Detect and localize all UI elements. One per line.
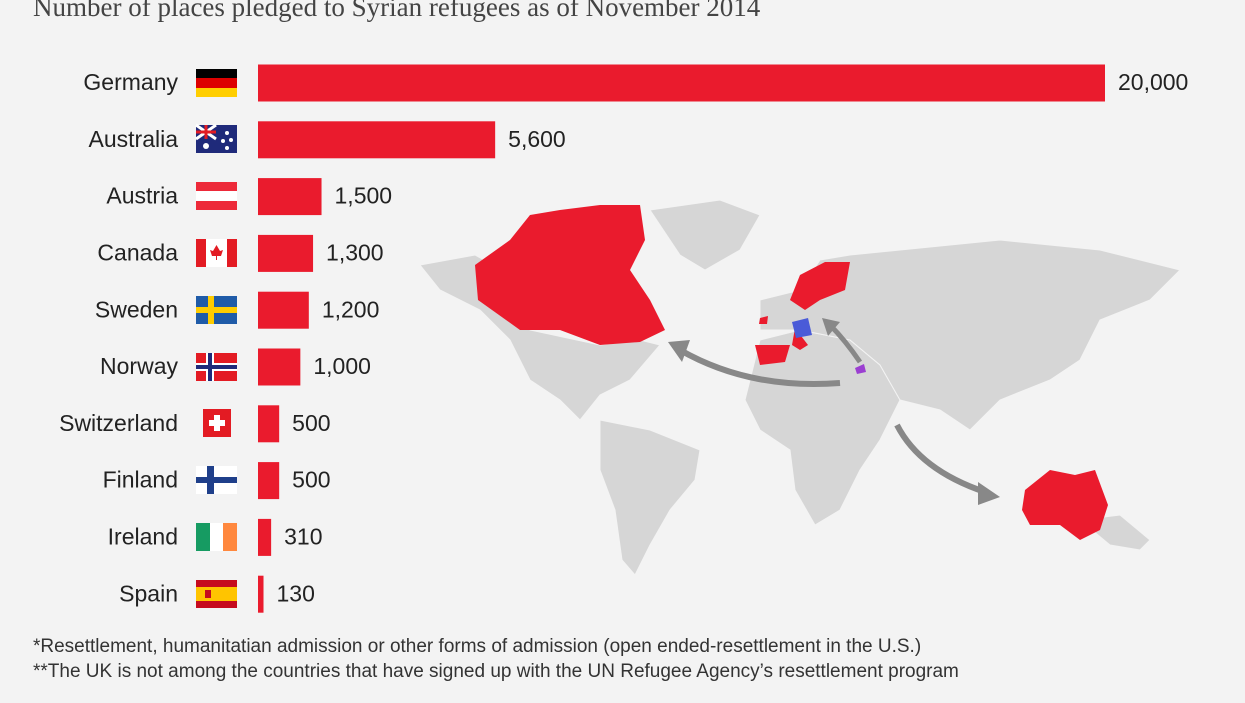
value-label: 5,600 bbox=[508, 126, 566, 152]
value-label: 310 bbox=[284, 523, 322, 549]
value-label: 1,000 bbox=[313, 353, 371, 379]
value-label: 20,000 bbox=[1118, 69, 1188, 95]
bar bbox=[258, 462, 280, 500]
bar bbox=[258, 575, 264, 613]
value-label: 500 bbox=[292, 410, 330, 436]
bar bbox=[258, 234, 314, 272]
category-label: Ireland bbox=[108, 523, 178, 549]
flags bbox=[195, 69, 237, 608]
category-label: Germany bbox=[83, 69, 178, 95]
footnote: *Resettlement, humanitatian admission or… bbox=[33, 636, 921, 657]
category-label: Canada bbox=[97, 239, 178, 265]
category-label: Finland bbox=[103, 467, 178, 493]
bar bbox=[258, 405, 280, 443]
footnote: **The UK is not among the countries that… bbox=[33, 661, 959, 682]
category-label: Norway bbox=[100, 353, 178, 379]
chart-title: Number of places pledged to Syrian refug… bbox=[33, 0, 761, 22]
bar bbox=[258, 121, 496, 159]
bar bbox=[258, 518, 272, 556]
category-label: Switzerland bbox=[59, 410, 178, 436]
category-label: Austria bbox=[106, 183, 178, 209]
category-label: Spain bbox=[119, 580, 178, 606]
bar bbox=[258, 178, 322, 216]
value-label: 1,500 bbox=[335, 183, 393, 209]
value-label: 1,200 bbox=[322, 296, 380, 322]
value-label: 500 bbox=[292, 467, 330, 493]
category-label: Sweden bbox=[95, 296, 178, 322]
category-label: Australia bbox=[89, 126, 179, 152]
world-map bbox=[419, 199, 1181, 576]
bar bbox=[258, 291, 309, 329]
value-label: 130 bbox=[277, 580, 315, 606]
bar bbox=[258, 348, 301, 386]
value-label: 1,300 bbox=[326, 239, 384, 265]
bar bbox=[258, 64, 1105, 102]
